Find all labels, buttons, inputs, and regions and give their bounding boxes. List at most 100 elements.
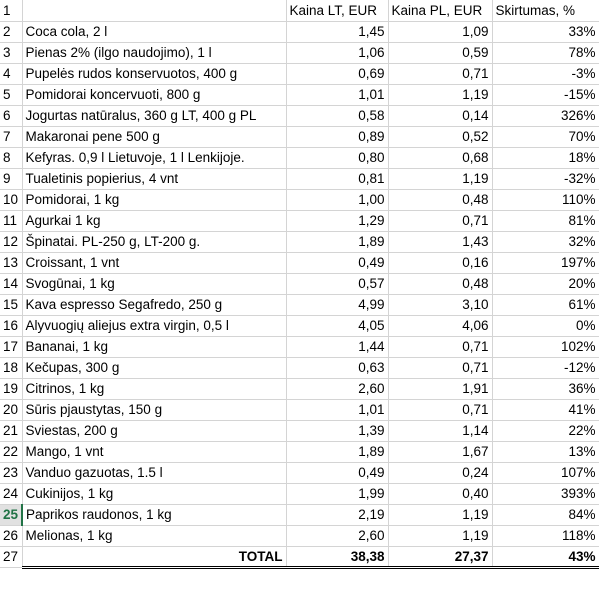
cell-product-name[interactable]: Jogurtas natūralus, 360 g LT, 400 g PL [22,105,287,127]
row-header[interactable]: 20 [0,399,23,421]
cell-product-name[interactable]: Makaronai pene 500 g [22,126,287,148]
cell-product-name[interactable]: Croissant, 1 vnt [22,252,287,274]
row-header[interactable]: 3 [0,42,23,64]
cell-difference[interactable]: 393% [492,483,599,505]
cell-difference[interactable]: 110% [492,189,599,211]
cell-price-lt[interactable]: 1,01 [286,84,389,106]
cell-price-lt[interactable]: 0,89 [286,126,389,148]
cell-difference[interactable]: 18% [492,147,599,169]
cell-price-lt[interactable]: 0,49 [286,252,389,274]
cell-difference[interactable]: 102% [492,336,599,358]
cell-price-pl[interactable]: 0,71 [388,357,493,379]
row-header[interactable]: 9 [0,168,23,190]
row-header[interactable]: 15 [0,294,23,316]
cell-price-lt[interactable]: 1,89 [286,441,389,463]
cell-price-pl[interactable]: 0,52 [388,126,493,148]
row-header[interactable]: 14 [0,273,23,295]
cell-product-name[interactable]: Paprikos raudonos, 1 kg [22,504,287,526]
cell-difference[interactable]: 41% [492,399,599,421]
cell-difference[interactable]: -15% [492,84,599,106]
cell-difference[interactable]: -12% [492,357,599,379]
row-header[interactable]: 8 [0,147,23,169]
cell-difference[interactable]: -32% [492,168,599,190]
row-header[interactable]: 23 [0,462,23,484]
cell-product-name[interactable]: Mango, 1 vnt [22,441,287,463]
cell-product-name[interactable]: Coca cola, 2 l [22,21,287,43]
row-header[interactable]: 13 [0,252,23,274]
cell-product-name[interactable]: Sūris pjaustytas, 150 g [22,399,287,421]
cell-difference[interactable]: 22% [492,420,599,442]
row-header[interactable]: 26 [0,525,23,547]
cell-product-name[interactable]: Sviestas, 200 g [22,420,287,442]
row-header[interactable]: 10 [0,189,23,211]
cell-product-name[interactable]: Cukinijos, 1 kg [22,483,287,505]
cell-product-name[interactable]: Svogūnai, 1 kg [22,273,287,295]
cell-price-lt[interactable]: 1,06 [286,42,389,64]
cell-price-pl[interactable]: 1,43 [388,231,493,253]
cell-price-pl[interactable]: 0,40 [388,483,493,505]
cell-price-pl[interactable]: 0,14 [388,105,493,127]
cell-price-pl[interactable]: 0,24 [388,462,493,484]
cell-difference[interactable]: 81% [492,210,599,232]
cell-product-name[interactable]: Špinatai. PL-250 g, LT-200 g. [22,231,287,253]
cell-product-name[interactable]: Tualetinis popierius, 4 vnt [22,168,287,190]
cell-product-name[interactable]: Bananai, 1 kg [22,336,287,358]
cell-difference[interactable]: 107% [492,462,599,484]
cell-product-name[interactable]: Kava espresso Segafredo, 250 g [22,294,287,316]
cell-difference[interactable]: 326% [492,105,599,127]
cell-price-lt[interactable]: 2,60 [286,525,389,547]
cell-product-name[interactable]: Agurkai 1 kg [22,210,287,232]
row-header[interactable]: 25 [0,504,23,526]
cell-price-lt[interactable]: 0,80 [286,147,389,169]
cell-price-lt[interactable]: 0,49 [286,462,389,484]
total-difference-cell[interactable]: 43% [492,545,599,569]
cell-difference[interactable]: 20% [492,273,599,295]
cell-price-lt[interactable]: 0,69 [286,63,389,85]
row-header[interactable]: 24 [0,483,23,505]
cell-difference[interactable]: 118% [492,525,599,547]
cell-price-pl[interactable]: 1,19 [388,84,493,106]
cell-difference[interactable]: -3% [492,63,599,85]
cell-header-product[interactable] [22,0,287,22]
cell-difference[interactable]: 197% [492,252,599,274]
row-header[interactable]: 5 [0,84,23,106]
row-header[interactable]: 22 [0,441,23,463]
cell-price-lt[interactable]: 1,99 [286,483,389,505]
cell-price-pl[interactable]: 0,16 [388,252,493,274]
cell-price-pl[interactable]: 0,71 [388,336,493,358]
cell-price-lt[interactable]: 1,45 [286,21,389,43]
cell-price-lt[interactable]: 2,60 [286,378,389,400]
cell-difference[interactable]: 36% [492,378,599,400]
cell-price-pl[interactable]: 1,91 [388,378,493,400]
cell-price-pl[interactable]: 0,59 [388,42,493,64]
cell-price-pl[interactable]: 1,09 [388,21,493,43]
cell-price-lt[interactable]: 1,29 [286,210,389,232]
cell-product-name[interactable]: Pomidorai, 1 kg [22,189,287,211]
cell-price-lt[interactable]: 1,39 [286,420,389,442]
cell-price-pl[interactable]: 1,19 [388,525,493,547]
cell-price-lt[interactable]: 2,19 [286,504,389,526]
cell-difference[interactable]: 0% [492,315,599,337]
row-header[interactable]: 6 [0,105,23,127]
cell-header-price-pl[interactable]: Kaina PL, EUR [388,0,493,22]
cell-price-lt[interactable]: 1,89 [286,231,389,253]
cell-price-pl[interactable]: 0,48 [388,189,493,211]
cell-product-name[interactable]: Pienas 2% (ilgo naudojimo), 1 l [22,42,287,64]
cell-price-pl[interactable]: 0,71 [388,210,493,232]
total-label-cell[interactable]: TOTAL [22,545,287,569]
cell-price-lt[interactable]: 1,44 [286,336,389,358]
total-price-pl-cell[interactable]: 27,37 [388,545,493,569]
cell-price-lt[interactable]: 0,58 [286,105,389,127]
cell-product-name[interactable]: Citrinos, 1 kg [22,378,287,400]
cell-difference[interactable]: 61% [492,294,599,316]
cell-price-lt[interactable]: 4,99 [286,294,389,316]
cell-difference[interactable]: 13% [492,441,599,463]
cell-price-pl[interactable]: 1,14 [388,420,493,442]
cell-difference[interactable]: 33% [492,21,599,43]
row-header[interactable]: 1 [0,0,23,22]
row-header[interactable]: 4 [0,63,23,85]
row-header[interactable]: 17 [0,336,23,358]
cell-product-name[interactable]: Kefyras. 0,9 l Lietuvoje, 1 l Lenkijoje. [22,147,287,169]
cell-product-name[interactable]: Pupelės rudos konservuotos, 400 g [22,63,287,85]
row-header[interactable]: 12 [0,231,23,253]
